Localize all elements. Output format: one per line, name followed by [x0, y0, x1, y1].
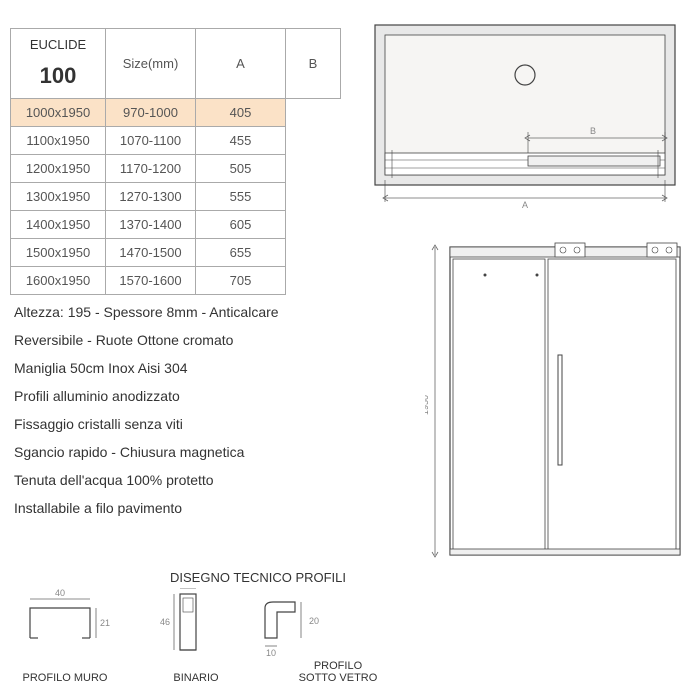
- cell-b: 505: [196, 154, 286, 182]
- cell-a: 1270-1300: [106, 182, 196, 210]
- dim-b-label: B: [590, 126, 596, 136]
- spec-line: Profili alluminio anodizzato: [14, 382, 279, 410]
- spec-line: Tenuta dell'acqua 100% protetto: [14, 466, 279, 494]
- cell-b: 455: [196, 126, 286, 154]
- cell-size: 1600x1950: [11, 266, 106, 294]
- table-row: 1600x19501570-1600705: [11, 266, 341, 294]
- height-label: 1950: [425, 395, 430, 415]
- cell-size: 1000x1950: [11, 98, 106, 126]
- spec-line: Fissaggio cristalli senza viti: [14, 410, 279, 438]
- table-row: 1300x19501270-1300555: [11, 182, 341, 210]
- cell-size: 1400x1950: [11, 210, 106, 238]
- profile-sotto-vetro-label: PROFILO SOTTO VETRO: [288, 660, 388, 684]
- front-elevation-diagram: 1950: [425, 235, 690, 570]
- dim-a-label: A: [522, 200, 528, 210]
- col-a-header: A: [196, 29, 286, 99]
- cell-a: 1370-1400: [106, 210, 196, 238]
- cell-b: 605: [196, 210, 286, 238]
- spec-line: Installabile a filo pavimento: [14, 494, 279, 522]
- cell-a: 1170-1200: [106, 154, 196, 182]
- cell-size: 1100x1950: [11, 126, 106, 154]
- col-b-header: B: [286, 29, 341, 99]
- product-name: EUCLIDE: [30, 37, 86, 52]
- col-size-header: Size(mm): [106, 29, 196, 99]
- top-view-diagram: B A: [370, 20, 680, 210]
- product-model: 100: [21, 59, 95, 92]
- spec-line: Altezza: 195 - Spessore 8mm - Anticalcar…: [14, 298, 279, 326]
- table-row: 1000x1950970-1000405: [11, 98, 341, 126]
- table-header-row: EUCLIDE 100 Size(mm) A B: [11, 29, 341, 99]
- cell-a: 1470-1500: [106, 238, 196, 266]
- spec-list: Altezza: 195 - Spessore 8mm - Anticalcar…: [14, 298, 279, 522]
- profiles-title: DISEGNO TECNICO PROFILI: [170, 570, 346, 585]
- spec-line: Reversibile - Ruote Ottone cromato: [14, 326, 279, 354]
- cell-size: 1500x1950: [11, 238, 106, 266]
- svg-text:21: 21: [100, 618, 110, 628]
- table-row: 1100x19501070-1100455: [11, 126, 341, 154]
- spec-line: Sgancio rapido - Chiusura magnetica: [14, 438, 279, 466]
- size-table: EUCLIDE 100 Size(mm) A B 1000x1950970-10…: [10, 28, 341, 295]
- cell-b: 655: [196, 238, 286, 266]
- svg-text:46: 46: [160, 617, 170, 627]
- cell-b: 405: [196, 98, 286, 126]
- cell-a: 1570-1600: [106, 266, 196, 294]
- cell-size: 1300x1950: [11, 182, 106, 210]
- cell-a: 970-1000: [106, 98, 196, 126]
- product-cell: EUCLIDE 100: [11, 29, 106, 99]
- table-row: 1500x19501470-1500655: [11, 238, 341, 266]
- spec-line: Maniglia 50cm Inox Aisi 304: [14, 354, 279, 382]
- cell-b: 705: [196, 266, 286, 294]
- cell-a: 1070-1100: [106, 126, 196, 154]
- svg-text:40: 40: [55, 588, 65, 598]
- table-row: 1200x19501170-1200505: [11, 154, 341, 182]
- svg-text:20: 20: [309, 616, 319, 626]
- svg-text:10: 10: [266, 648, 276, 658]
- profile-binario-label: BINARIO: [161, 672, 231, 684]
- profile-muro-label: PROFILO MURO: [20, 672, 110, 684]
- cell-b: 555: [196, 182, 286, 210]
- cell-size: 1200x1950: [11, 154, 106, 182]
- table-row: 1400x19501370-1400605: [11, 210, 341, 238]
